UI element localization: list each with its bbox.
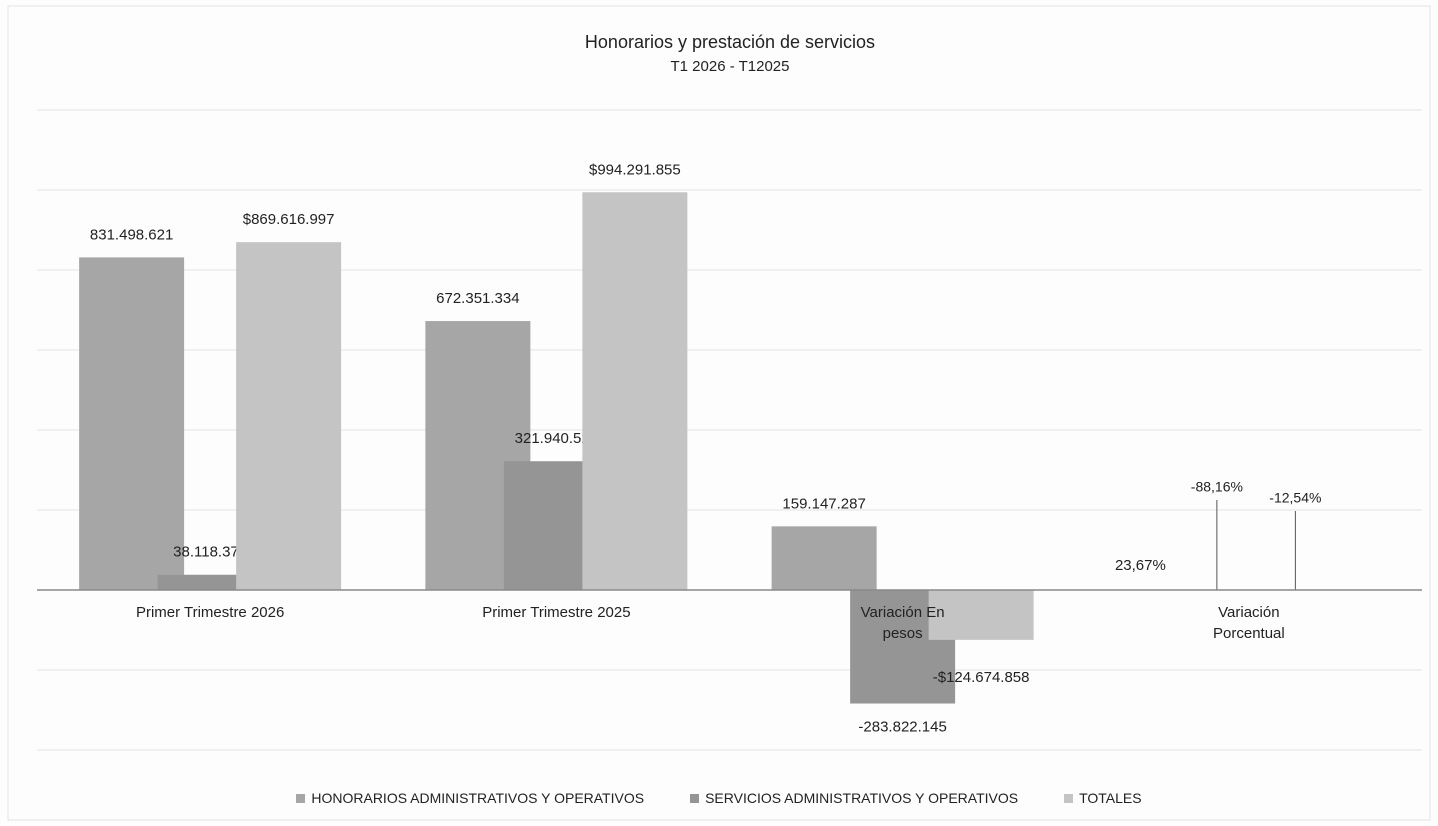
bar	[582, 192, 688, 590]
x-tick-label: Variación Porcentual	[1213, 604, 1285, 642]
value-label: -$124.674.858	[933, 669, 1030, 686]
value-label: 321.940.521	[515, 430, 598, 447]
legend-label: SERVICIOS ADMINISTRATIVOS Y OPERATIVOS	[705, 790, 1019, 806]
x-tick-label: Variación En pesos	[860, 604, 945, 642]
value-label: 159.147.287	[782, 495, 865, 512]
legend-swatch	[1064, 793, 1074, 803]
value-label: -88,16%	[1191, 479, 1243, 495]
legend-label: HONORARIOS ADMINISTRATIVOS Y OPERATIVOS	[311, 790, 645, 806]
value-label: -283.822.145	[858, 718, 946, 735]
legend-item: HONORARIOS ADMINISTRATIVOS Y OPERATIVOS	[296, 790, 644, 806]
x-tick-label: Primer Trimestre 2026	[135, 604, 285, 621]
legend-label: TOTALES	[1079, 790, 1142, 806]
bar	[771, 526, 877, 590]
chart-title: Honorarios y prestación de servicios	[585, 32, 875, 52]
bar	[79, 257, 185, 590]
x-tick-label: Primer Trimestre 2025	[482, 604, 631, 621]
bar	[236, 242, 342, 590]
legend-swatch	[690, 793, 700, 803]
value-label: 23,67%	[1115, 557, 1166, 574]
chart-subtitle: T1 2026 - T12025	[671, 58, 790, 75]
bar	[928, 590, 1034, 640]
value-label: $869.616.997	[243, 211, 335, 228]
value-label: 831.498.621	[90, 226, 173, 243]
value-label: 672.351.334	[436, 290, 519, 307]
frame	[7, 5, 1431, 821]
legend-swatch	[296, 793, 306, 803]
value-label: $994.291.855	[589, 161, 681, 178]
legend-item: TOTALES	[1064, 790, 1142, 806]
value-label: -12,54%	[1269, 490, 1321, 506]
legend-item: SERVICIOS ADMINISTRATIVOS Y OPERATIVOS	[690, 790, 1018, 806]
legend: HONORARIOS ADMINISTRATIVOS Y OPERATIVOS S…	[0, 790, 1438, 806]
value-label: 38.118.376	[173, 544, 247, 561]
